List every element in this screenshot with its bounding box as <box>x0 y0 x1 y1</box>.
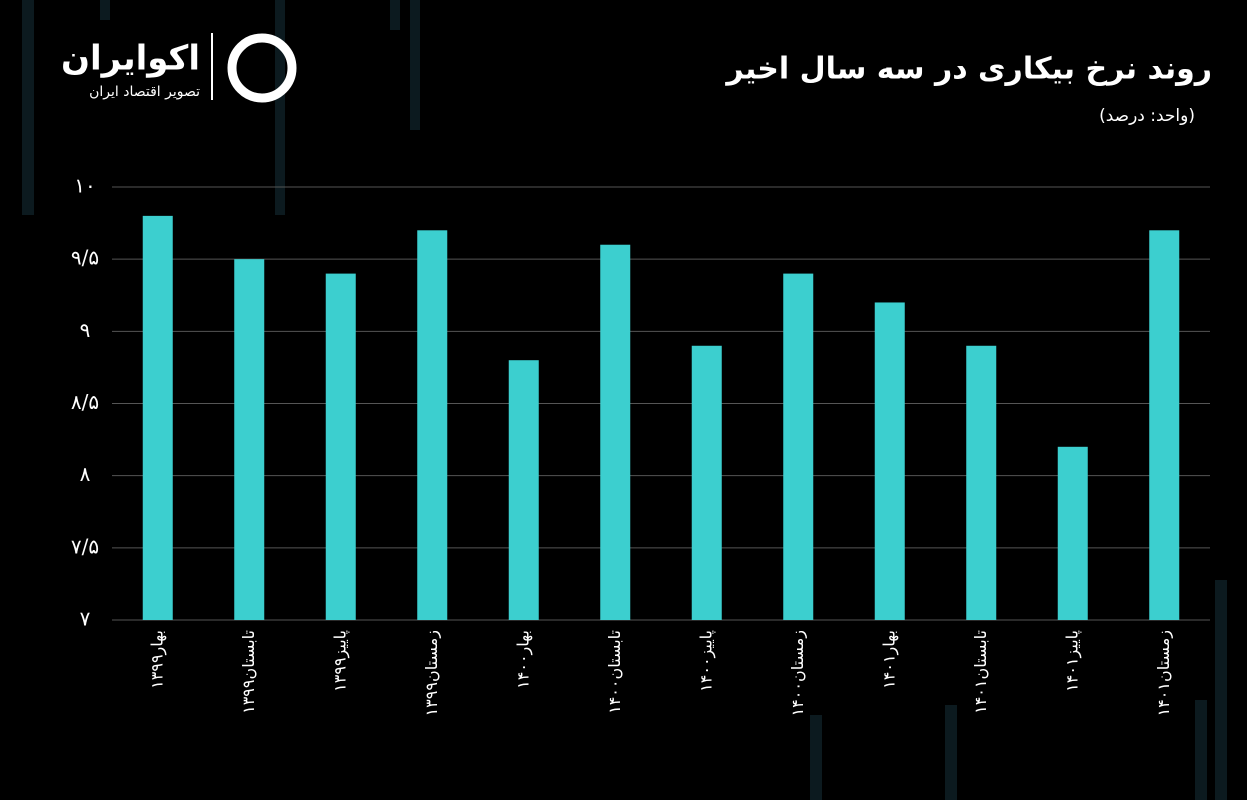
bar <box>600 244 631 620</box>
bar <box>417 230 448 621</box>
y-tick-label: ۱۰ <box>74 174 95 198</box>
bar <box>874 302 905 620</box>
bar <box>1149 230 1180 621</box>
x-tick-label: بهار۱۴۰۰ <box>513 630 533 689</box>
y-tick-label: ۹/۵ <box>71 246 99 270</box>
bar <box>1057 446 1088 620</box>
y-tick-label: ۹ <box>80 318 91 342</box>
bar <box>966 345 997 620</box>
x-tick-label: زمستان۱۳۹۹ <box>422 630 442 716</box>
chart-title: روند نرخ بیکاری در سه سال اخیر <box>724 52 1212 87</box>
bar <box>783 273 814 620</box>
x-tick-label: تابستان۱۳۹۹ <box>239 630 258 714</box>
x-tick-label: تابستان۱۴۰۰ <box>605 630 624 714</box>
y-tick-label: ۷ <box>80 607 91 631</box>
y-tick-label: ۸ <box>80 462 91 486</box>
x-tick-label: زمستان۱۴۰۱ <box>1154 630 1174 716</box>
y-tick-label: ۷/۵ <box>71 534 99 558</box>
x-tick-label: بهار۱۳۹۹ <box>147 630 167 689</box>
x-tick-label: بهار۱۴۰۱ <box>879 630 899 689</box>
bar <box>325 273 356 620</box>
x-tick-label: پاییز۱۴۰۱ <box>1062 630 1082 692</box>
logo-tagline: تصویر اقتصاد ایران <box>89 84 200 100</box>
bar <box>234 259 265 620</box>
bar <box>508 360 539 620</box>
bar <box>142 215 173 620</box>
bar <box>691 345 722 620</box>
logo: اکوایران تصویر اقتصاد ایران <box>61 33 297 103</box>
x-tick-label: زمستان۱۴۰۰ <box>788 630 808 716</box>
chart-subtitle: (واحد: درصد) <box>1099 106 1195 126</box>
logo-mark <box>227 33 297 103</box>
decoration <box>22 0 1227 800</box>
x-tick-label: تابستان۱۴۰۱ <box>971 630 990 714</box>
x-tick-label: پاییز۱۴۰۰ <box>696 630 716 692</box>
x-tick-label: پاییز۱۳۹۹ <box>330 630 350 692</box>
logo-name: اکوایران <box>61 39 200 79</box>
y-tick-label: ۸/۵ <box>71 390 99 414</box>
